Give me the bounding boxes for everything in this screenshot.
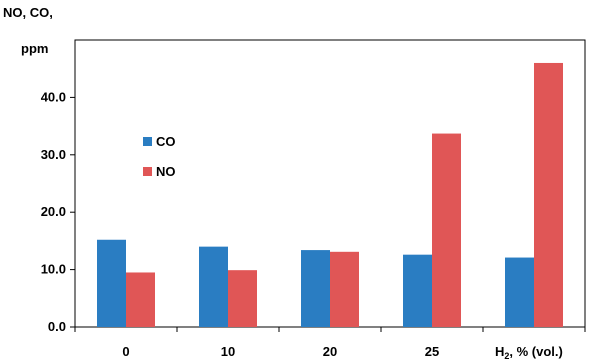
- legend-label-co: CO: [156, 134, 176, 149]
- bar-no: [126, 272, 155, 327]
- bars: [97, 62, 563, 328]
- y-axis: 0.0 10.0 20.0 30.0 40.0: [41, 89, 75, 334]
- legend-label-no: NO: [156, 164, 176, 179]
- bar-no: [228, 270, 257, 327]
- x-axis-label-subscript: 2: [504, 351, 509, 361]
- bar-co: [301, 250, 330, 327]
- x-axis-label: H2, % (vol.): [495, 344, 563, 361]
- y-tick-label: 0.0: [48, 319, 66, 334]
- bar-no: [432, 133, 461, 327]
- x-axis: 0 10 20 25: [74, 327, 586, 359]
- bar-co: [97, 239, 126, 327]
- bar-co: [403, 254, 432, 327]
- y-tick-label: 10.0: [41, 262, 66, 277]
- y-axis-label-line2: ppm: [21, 41, 48, 56]
- y-tick-label: 20.0: [41, 204, 66, 219]
- x-tick-label: 0: [122, 344, 129, 359]
- legend-swatch-co: [143, 137, 152, 146]
- legend-swatch-no: [143, 167, 152, 176]
- x-tick-label: 20: [323, 344, 337, 359]
- x-axis-label-prefix: H: [495, 344, 504, 359]
- legend: CO NO: [136, 122, 188, 182]
- y-tick-label: 30.0: [41, 147, 66, 162]
- x-tick-label: 10: [221, 344, 235, 359]
- bar-co: [505, 257, 534, 327]
- bar-no: [330, 251, 359, 327]
- y-tick-label: 40.0: [41, 89, 66, 104]
- x-tick-label: 25: [425, 344, 439, 359]
- bar-co: [199, 246, 228, 327]
- bar-no: [534, 62, 563, 328]
- y-axis-label-line1: NO, CO,: [3, 5, 53, 20]
- x-axis-label-suffix: , % (vol.): [509, 344, 562, 359]
